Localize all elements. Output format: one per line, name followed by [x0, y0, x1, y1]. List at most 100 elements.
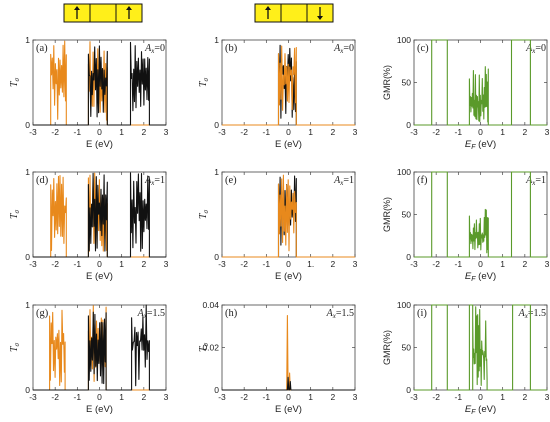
panel-b: -3 -2 -1 0 1 2 3 0 1 (b) Ax=0 E (eV) Tσ [198, 35, 358, 150]
annotation-subscript: x [339, 47, 344, 55]
panel-i: -3 -2 -1 0 1 2 3 0 50 100 (i) Ax=1.5 EF (eV) GMR(%) [382, 300, 550, 416]
annotation-subscript: x [143, 312, 148, 320]
y-tick-label: 0 [214, 120, 219, 130]
xlabel-main: E [465, 139, 472, 150]
x-tick-label: -1 [263, 392, 271, 402]
x-tick-label: -2 [51, 392, 59, 402]
x-tick-label: -2 [240, 127, 248, 137]
xlabel-unit: (eV) [476, 139, 497, 150]
y-axis-label: Tσ [9, 209, 21, 219]
arrow-up-icon [265, 6, 271, 19]
annotation-subscript: x [150, 179, 155, 187]
x-tick-label: 3 [545, 259, 550, 269]
y-tick-label: 0 [406, 385, 411, 395]
x-tick-label: -1 [263, 259, 271, 269]
panel-label: (a) [36, 43, 48, 54]
x-axis-label: E (eV) [275, 139, 302, 150]
x-tick-label: -3 [410, 127, 418, 137]
annotation-value: =1.5 [336, 308, 354, 319]
annotation-value: =1.5 [528, 308, 546, 319]
panel-label: (b) [225, 43, 238, 54]
x-tick-label: 1 [308, 127, 313, 137]
panel-label: (h) [225, 308, 238, 319]
panel-g: -3 -2 -1 0 1 2 3 0 1 (g) Ax=1.5 E (eV) Tσ [9, 300, 169, 415]
panel-a: -3 -2 -1 0 1 2 3 0 1 (a) Ax=0 E (eV) Tσ [9, 35, 169, 150]
x-tick-label: 3 [353, 392, 358, 402]
annotation-subscript: x [531, 179, 536, 187]
y-axis-label: Tσ [9, 77, 21, 87]
arrow-up-icon [74, 6, 80, 19]
x-tick-label: -3 [29, 259, 37, 269]
x-axis-label: E (eV) [86, 404, 113, 415]
x-axis-label: E (eV) [275, 271, 302, 282]
series-black-line [222, 376, 355, 391]
x-tick-label: -1 [74, 127, 82, 137]
x-tick-label: 1 [500, 259, 505, 269]
x-axis-label: EF (eV) [465, 404, 496, 416]
y-tick-label: 1 [214, 35, 219, 45]
series-green-line [414, 304, 547, 391]
y-axis-label: Tσ [198, 342, 210, 352]
x-tick-label: 1 [119, 127, 124, 137]
y-tick-label: 100 [397, 35, 411, 45]
x-tick-label: -3 [410, 259, 418, 269]
panel-annotation: Ax=1 [333, 175, 354, 187]
x-axis-label: EF (eV) [465, 139, 496, 151]
y-tick-label: 1 [214, 167, 219, 177]
xlabel-unit: (eV) [476, 271, 497, 282]
x-tick-label: -2 [432, 127, 440, 137]
x-tick-label: 0 [286, 259, 291, 269]
annotation-value: =1 [343, 175, 354, 186]
y-tick-label: 0.04 [202, 300, 219, 310]
ylabel-subscript: σ [13, 342, 21, 346]
x-tick-label: 3 [545, 392, 550, 402]
x-tick-label: -3 [29, 392, 37, 402]
x-tick-label: -2 [432, 259, 440, 269]
ylabel-subscript: σ [202, 342, 210, 346]
ylabel-subscript: σ [202, 77, 210, 81]
x-tick-label: -1 [74, 392, 82, 402]
annotation-subscript: x [339, 179, 344, 187]
series-black-line [33, 304, 166, 391]
annotation-value: =1 [154, 175, 165, 186]
panel-annotation: Ax=1 [525, 175, 546, 187]
x-tick-label: 0 [97, 392, 102, 402]
x-tick-label: 1 [119, 259, 124, 269]
panel-d: -3 -2 -1 0 1 2 301(d) Ax=1E (eV)Tσ [9, 167, 169, 282]
x-tick-label: 0 [97, 127, 102, 137]
panel-annotation: Ax=0 [525, 43, 546, 55]
y-tick-label: 100 [397, 167, 411, 177]
series-green-line [414, 39, 547, 126]
x-tick-label: -1 [455, 259, 463, 269]
panel-label: (f) [417, 175, 428, 186]
x-tick-label: 3 [353, 127, 358, 137]
x-axis-label: EF (eV) [465, 271, 496, 283]
ylabel-subscript: σ [13, 77, 21, 81]
y-tick-label: 1 [25, 167, 30, 177]
x-tick-label: 2 [330, 127, 335, 137]
panel-annotation: Ax=0 [144, 43, 165, 55]
x-tick-label: 1 [119, 392, 124, 402]
panel-label: (e) [225, 175, 237, 186]
x-tick-label: 2 [330, 259, 335, 269]
x-tick-label: 3 [164, 392, 169, 402]
x-tick-label: 3 [353, 259, 358, 269]
annotation-subscript: x [150, 47, 155, 55]
x-tick-label: -2 [51, 127, 59, 137]
y-tick-label: 0 [214, 385, 219, 395]
y-tick-label: 50 [402, 210, 412, 220]
y-axis-label: Tσ [198, 77, 210, 87]
x-tick-label: -1 [455, 392, 463, 402]
x-tick-label: 3 [164, 127, 169, 137]
x-tick-label: -2 [51, 259, 59, 269]
y-tick-label: 50 [402, 78, 412, 88]
x-tick-label: 2 [141, 259, 146, 269]
panel-label: (d) [36, 175, 49, 186]
annotation-value: =0 [343, 43, 354, 54]
panel-annotation: Ax=1.5 [518, 308, 546, 320]
y-axis-label: GMR(%) [382, 65, 392, 100]
xlabel-subscript: F [471, 409, 476, 416]
x-tick-label: 0 [286, 127, 291, 137]
x-tick-label: -3 [218, 392, 226, 402]
